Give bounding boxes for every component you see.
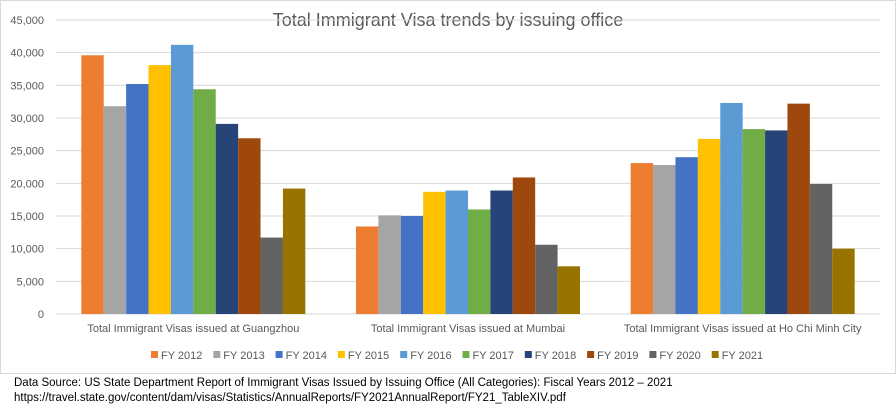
bar-fy-2020: [809, 183, 833, 314]
bar-fy-2016: [720, 102, 743, 315]
bar-fy-2017: [468, 209, 491, 314]
legend-label: FY 2019: [597, 350, 638, 362]
bar-fy-2013: [378, 215, 401, 314]
bar-fy-2017: [193, 89, 216, 315]
legend-item: FY 2016: [400, 350, 452, 362]
bar-fy-2021: [282, 188, 306, 314]
y-tick-label: 5,000: [16, 276, 44, 288]
legend-label: FY 2014: [286, 350, 327, 362]
bar-fy-2018: [490, 190, 513, 314]
bar-fy-2014: [675, 157, 698, 314]
y-tick-label: 30,000: [10, 113, 44, 125]
bar-fy-2012: [630, 163, 654, 314]
bar-fy-2014: [126, 84, 149, 314]
y-tick-label: 15,000: [10, 211, 44, 223]
bar-fy-2019: [238, 138, 261, 314]
bar-fy-2018: [765, 130, 788, 314]
legend-swatch: [587, 351, 595, 358]
legend-item: FY 2020: [649, 350, 701, 362]
legend-label: FY 2017: [473, 350, 514, 362]
bar-fy-2016: [445, 190, 468, 314]
bar-fy-2015: [697, 138, 721, 314]
legend-item: FY 2017: [462, 350, 514, 362]
bar-fy-2020: [535, 244, 558, 314]
legend-swatch: [213, 351, 221, 358]
legend-label: FY 2021: [722, 350, 763, 362]
bar-fy-2014: [400, 216, 424, 314]
legend-label: FY 2015: [348, 350, 389, 362]
legend-item: FY 2019: [587, 350, 638, 362]
legend-label: FY 2018: [535, 350, 576, 362]
y-tick-label: 10,000: [10, 244, 44, 256]
bar-fy-2017: [742, 129, 766, 314]
bar-chart: 0 5,000 10,000 15,000 20,000 25,000 30,000 35,0…: [10, 15, 880, 362]
legend-swatch: [275, 351, 283, 358]
x-category-label: Total Immigrant Visas issued at Ho Chi M…: [624, 323, 862, 335]
bar-fy-2015: [423, 191, 446, 314]
bar-fy-2012: [81, 55, 104, 314]
legend-swatch: [462, 351, 470, 358]
legend-swatch: [337, 351, 345, 358]
legend-swatch: [649, 351, 657, 358]
y-tick-label: 25,000: [10, 146, 44, 158]
x-category-label: Total Immigrant Visas issued at Guangzho…: [87, 323, 299, 335]
y-tick-label: 20,000: [10, 178, 44, 190]
legend-label: FY 2016: [410, 350, 451, 362]
legend-swatch: [400, 351, 408, 358]
bar-fy-2019: [787, 103, 810, 314]
legend-item: FY 2015: [337, 350, 389, 362]
y-tick-label: 40,000: [10, 48, 44, 60]
legend-swatch: [524, 351, 532, 358]
data-source-url: https://travel.state.gov/content/dam/vis…: [14, 392, 566, 404]
x-category-label: Total Immigrant Visas issued at Mumbai: [371, 323, 565, 335]
legend-item: FY 2021: [711, 350, 763, 362]
legend-label: FY 2013: [223, 350, 264, 362]
bar-fy-2021: [557, 266, 580, 314]
bar-fy-2013: [653, 165, 676, 314]
legend-item: FY 2012: [151, 350, 202, 362]
bar-fy-2015: [148, 65, 171, 314]
legend-item: FY 2014: [275, 350, 327, 362]
legend-swatch: [151, 351, 158, 358]
y-tick-label: 0: [38, 309, 44, 321]
bar-fy-2012: [356, 226, 379, 314]
legend-label: FY 2012: [161, 350, 202, 362]
legend-swatch: [711, 351, 719, 358]
legend-item: FY 2018: [524, 350, 576, 362]
data-source-text: Data Source: US State Department Report …: [14, 377, 673, 389]
y-tick-label: 45,000: [10, 15, 44, 27]
bar-fy-2018: [215, 123, 239, 314]
legend-item: FY 2013: [213, 350, 265, 362]
bar-fy-2020: [260, 237, 283, 314]
bar-fy-2016: [170, 44, 194, 315]
bar-fy-2013: [103, 106, 127, 315]
legend-label: FY 2020: [659, 350, 700, 362]
bar-fy-2021: [832, 248, 855, 314]
bar-fy-2019: [512, 177, 536, 314]
y-tick-label: 35,000: [10, 80, 44, 92]
